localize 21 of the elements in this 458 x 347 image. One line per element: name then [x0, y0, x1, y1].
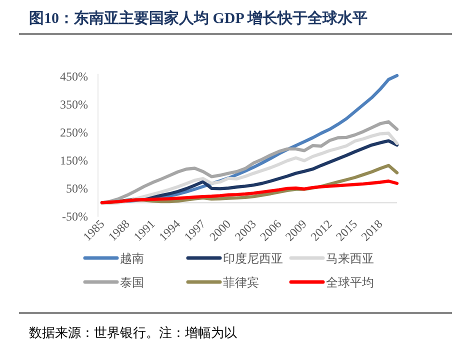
- legend-item: 全球平均: [289, 276, 374, 290]
- source-note: 数据来源：世界银行。注：增幅为以: [29, 325, 237, 340]
- y-tick-label: 350%: [60, 98, 88, 112]
- legend-label: 菲律宾: [223, 276, 259, 290]
- chart-title: 图10：东南亚主要国家人均 GDP 增长快于全球水平: [29, 9, 368, 27]
- legend-label: 全球平均: [326, 276, 374, 290]
- y-tick-label: 450%: [60, 70, 88, 84]
- legend-item: 印度尼西亚: [186, 252, 283, 266]
- y-tick-label: 250%: [60, 126, 88, 140]
- y-tick-label: 50%: [66, 182, 88, 196]
- legend-label: 越南: [120, 252, 144, 266]
- legend-label: 马来西亚: [326, 252, 374, 266]
- legend-item: 泰国: [83, 276, 144, 290]
- legend-label: 泰国: [120, 276, 144, 290]
- legend-label: 印度尼西亚: [223, 252, 283, 266]
- legend-item: 越南: [83, 252, 144, 266]
- legend-item: 菲律宾: [186, 276, 259, 290]
- y-tick-label: -50%: [62, 210, 88, 224]
- legend-item: 马来西亚: [289, 252, 374, 266]
- y-tick-label: 150%: [60, 154, 88, 168]
- line-series: [100, 180, 399, 204]
